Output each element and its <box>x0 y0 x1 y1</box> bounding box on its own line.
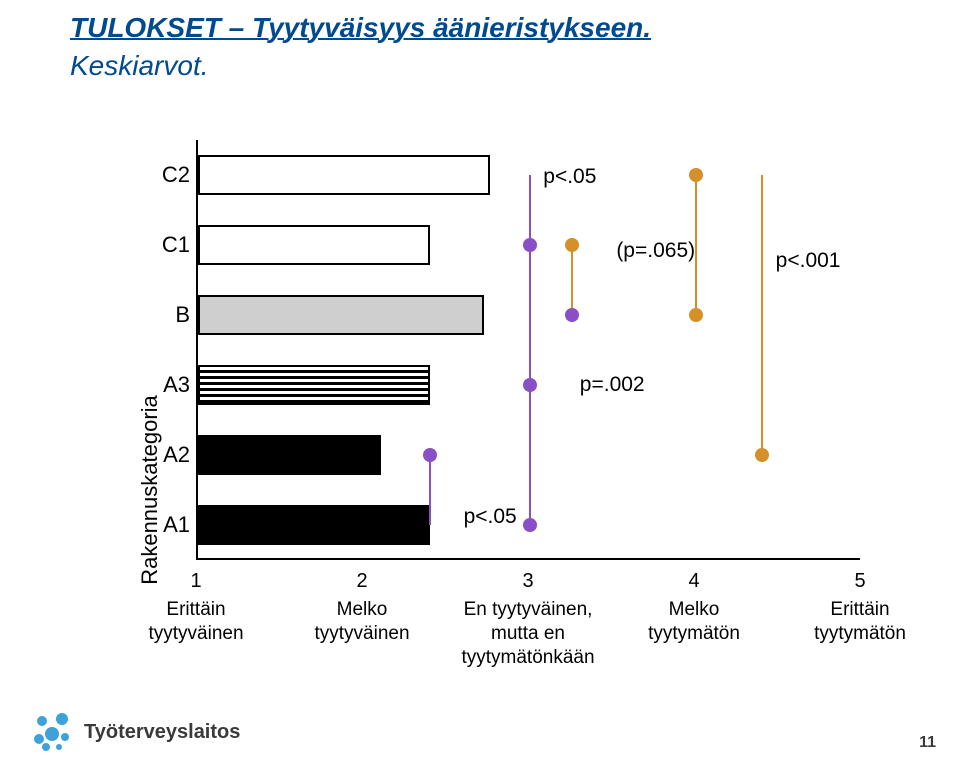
x-tick-2: 2 <box>356 570 367 593</box>
bar-A1 <box>198 505 430 545</box>
x-tick-label-2: Melkotyytyväinen <box>314 598 409 646</box>
marker <box>565 238 579 252</box>
marker <box>523 378 537 392</box>
x-tick-1: 1 <box>190 570 201 593</box>
x-tick-4: 4 <box>688 570 699 593</box>
chart-title: TULOKSET – Tyytyväisyys äänieristykseen.… <box>70 12 651 82</box>
annotation: p<.05 <box>464 505 517 529</box>
y-category-C2: C2 <box>150 162 190 188</box>
title-line2: Keskiarvot. <box>70 50 651 82</box>
x-tick-label-5: Erittäintyytymätön <box>814 598 906 646</box>
marker <box>423 448 437 462</box>
x-tick-5: 5 <box>854 570 865 593</box>
marker <box>689 168 703 182</box>
y-category-B: B <box>150 302 190 328</box>
marker <box>755 448 769 462</box>
bar-C1 <box>198 225 430 265</box>
x-tick-label-4: Melkotyytymätön <box>648 598 740 646</box>
y-category-A2: A2 <box>150 442 190 468</box>
page-number: 11 <box>919 734 936 752</box>
marker <box>523 238 537 252</box>
logo-text: Työterveyslaitos <box>84 721 240 744</box>
segment <box>429 455 431 525</box>
annotation: (p=.065) <box>616 239 695 263</box>
marker <box>565 308 579 322</box>
bar-A2 <box>198 435 381 475</box>
logo-icon <box>30 712 74 752</box>
x-tick-3: 3 <box>522 570 533 593</box>
bar-B <box>198 295 484 335</box>
segment <box>571 245 573 315</box>
x-tick-label-3: En tyytyväinen,mutta entyytymätönkään <box>461 598 594 669</box>
annotation: p<.001 <box>776 249 841 273</box>
bar-A3 <box>198 365 430 405</box>
x-tick-label-1: Erittäintyytyväinen <box>148 598 243 646</box>
y-category-A1: A1 <box>150 512 190 538</box>
y-category-C1: C1 <box>150 232 190 258</box>
annotation: p<.05 <box>543 165 596 189</box>
chart-frame: Rakennuskategoria p<.05p<.05p=.002(p=.06… <box>90 140 870 560</box>
title-line1: TULOKSET – Tyytyväisyys äänieristykseen. <box>70 12 651 44</box>
marker <box>523 518 537 532</box>
segment <box>761 175 763 455</box>
y-axis-title: Rakennuskategoria <box>137 395 163 585</box>
logo: Työterveyslaitos <box>30 712 240 752</box>
marker <box>689 308 703 322</box>
segment <box>529 175 531 525</box>
plot-area: p<.05 p<.05 p=.002 (p=.065) p<.001 <box>196 140 860 560</box>
y-category-A3: A3 <box>150 372 190 398</box>
annotation: p=.002 <box>580 373 645 397</box>
bar-C2 <box>198 155 490 195</box>
segment <box>695 175 697 315</box>
